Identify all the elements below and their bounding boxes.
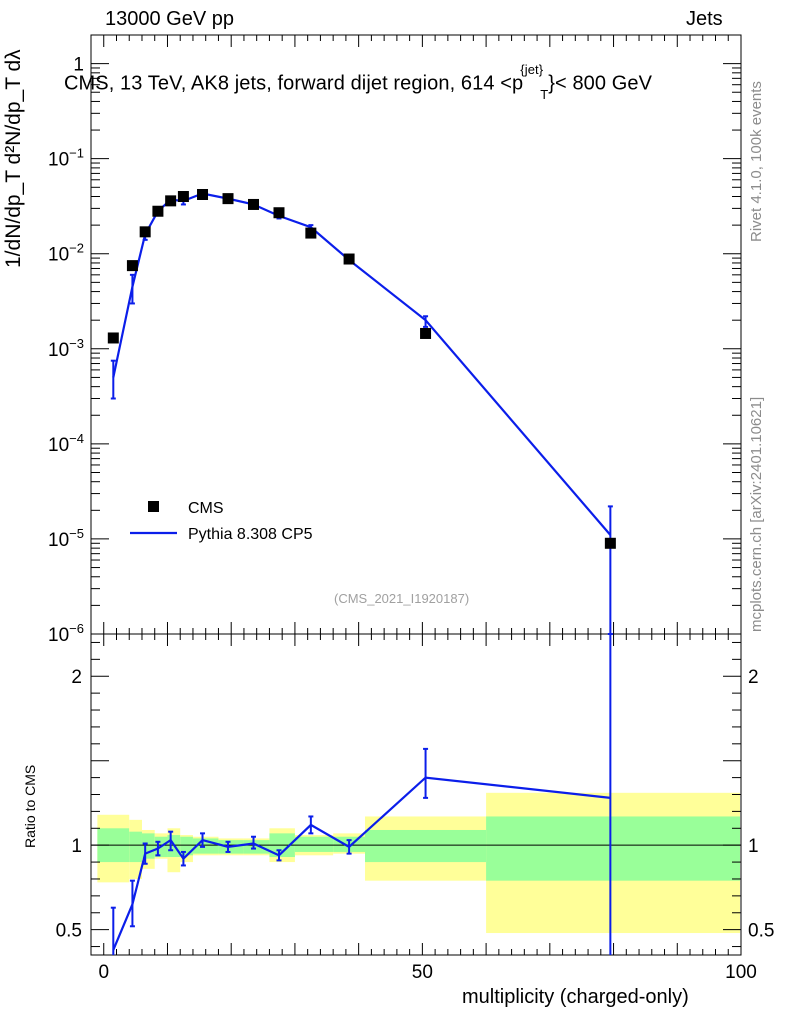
- y-tick-label: 10−2: [48, 241, 84, 266]
- ratio-y-tick-label-right: 2: [748, 667, 759, 688]
- ratio-y-tick-label: 2: [71, 667, 82, 688]
- plot-title-suffix: }< 800 GeV: [548, 72, 653, 95]
- x-tick-label: 0: [98, 962, 109, 983]
- cms-marker: [177, 191, 189, 203]
- plot-title: CMS, 13 TeV, AK8 jets, forward dijet reg…: [64, 62, 653, 102]
- cms-marker: [248, 198, 259, 210]
- ratio-green-band: [486, 816, 740, 881]
- ratio-green-band: [294, 836, 334, 852]
- jets-label: Jets: [686, 8, 723, 30]
- y-tick-label: 1: [73, 55, 84, 76]
- x-tick-label: 100: [725, 962, 757, 983]
- cms-marker: [139, 226, 151, 238]
- ratio-mc-line: [112, 776, 611, 951]
- cms-marker: [152, 205, 164, 217]
- ratio-green-band: [180, 836, 193, 856]
- ratio-y-tick-label-right: 0.5: [748, 921, 774, 942]
- cms-marker: [420, 327, 432, 339]
- cms-marker: [273, 207, 285, 219]
- cms-marker: [604, 537, 616, 549]
- y-tick-label: 10−4: [48, 431, 84, 456]
- legend-cms-label: CMS: [188, 500, 224, 517]
- ratio-axis-label: Ratio to CMS: [22, 764, 38, 848]
- analysis-id: (CMS_2021_I1920187): [334, 591, 470, 606]
- ratio-green-band: [365, 829, 487, 863]
- ratio-green-band: [129, 831, 142, 863]
- cms-marker: [197, 188, 209, 200]
- y-tick-label: 10−3: [48, 336, 84, 361]
- legend-cms-marker: [148, 501, 159, 512]
- cms-marker: [305, 227, 317, 239]
- energy-label: 13000 GeV pp: [105, 8, 234, 30]
- cms-marker: [165, 195, 177, 207]
- ratio-y-tick-label: 0.5: [56, 921, 82, 942]
- cms-marker: [222, 193, 234, 205]
- rivet-label: Rivet 4.1.0, 100k events: [748, 81, 765, 242]
- cms-marker: [343, 253, 355, 265]
- cms-marker: [126, 260, 138, 272]
- plot-title-sub: T: [540, 86, 549, 102]
- ratio-y-tick-label-right: 1: [748, 836, 759, 857]
- y-tick-label: 10−1: [48, 146, 84, 171]
- y-tick-label: 10−5: [48, 526, 84, 551]
- y-axis-label: 1/dN/dp_T d²N/dp_T dλ: [2, 49, 25, 268]
- plot-title-sup: {jet}: [520, 62, 544, 77]
- main-frame: [90, 34, 742, 635]
- plot-title-prefix: CMS, 13 TeV, AK8 jets, forward dijet reg…: [64, 72, 524, 95]
- ratio-y-tick-label: 1: [71, 836, 82, 857]
- mcplots-label: mcplots.cern.ch [arXiv:2401.10621]: [748, 396, 765, 632]
- mc-line: [112, 192, 612, 536]
- y-tick-label: 10−6: [48, 621, 84, 646]
- x-tick-label: 50: [412, 962, 433, 983]
- cms-marker: [107, 332, 119, 344]
- legend-mc-label: Pythia 8.308 CP5: [188, 526, 313, 543]
- x-axis-label: multiplicity (charged-only): [462, 986, 689, 1008]
- ratio-green-band: [243, 840, 270, 854]
